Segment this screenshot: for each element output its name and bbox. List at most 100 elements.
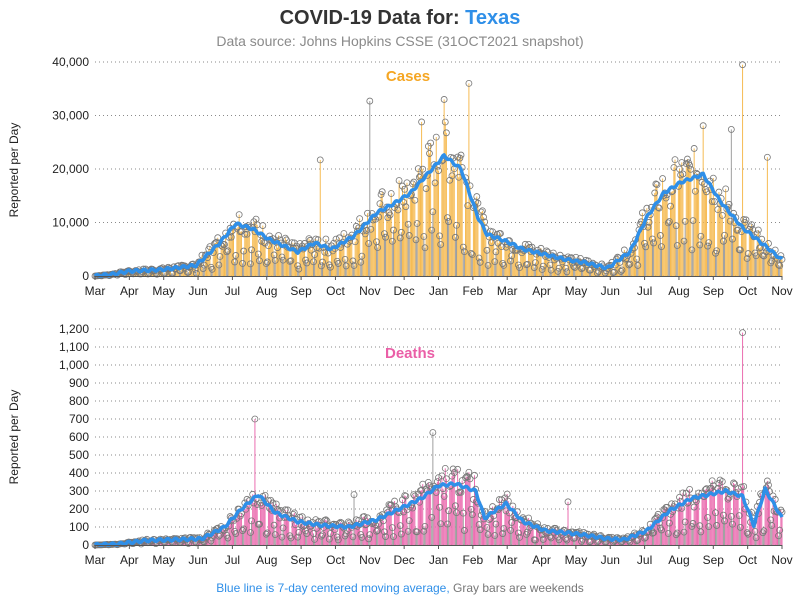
deaths-bar [287,509,289,545]
cases-bar [244,234,246,276]
deaths-bar [439,507,441,545]
cases-x-tick-label: Nov [771,284,792,298]
deaths-bar [279,518,281,545]
deaths-bar [260,502,262,545]
cases-bar [521,252,523,276]
cases-bar [677,186,679,276]
cases-marker [729,235,736,243]
cases-marker [484,261,492,269]
cases-marker [776,262,784,270]
cases-bar [496,234,498,276]
cases-bar [195,273,197,276]
cases-marker [429,208,437,216]
deaths-bar [486,527,488,545]
deaths-bar [762,532,764,545]
cases-bar [538,252,540,276]
deaths-bar [342,526,344,545]
deaths-bar [522,517,524,545]
cases-bar [762,255,764,276]
cases-bar [577,262,579,276]
cases-marker [270,251,278,259]
deaths-x-tick-label: Apr [532,553,551,567]
deaths-marker [491,532,499,539]
cases-marker [721,231,728,239]
cases-marker [651,189,659,197]
deaths-bar [363,516,365,545]
cases-bar [262,225,264,276]
deaths-marker [743,529,751,537]
deaths-x-tick-label: Nov [771,553,792,567]
cases-x-tick-label: Mar [497,284,518,298]
cases-marker [303,259,311,267]
deaths-bar [388,504,390,545]
cases-bar [510,260,512,276]
deaths-bar [703,496,705,545]
cases-bar [252,227,254,276]
deaths-bar [681,508,683,545]
deaths-bar [576,532,578,545]
deaths-bar [338,523,340,545]
deaths-bar [735,492,737,545]
cases-bar [558,268,560,276]
cases-bar [556,258,558,276]
cases-bar [497,243,499,276]
deaths-bar [739,527,741,545]
cases-bar [649,214,651,276]
deaths-bar [461,480,463,545]
deaths-bar [272,502,274,545]
cases-x-tick-label: Jan [429,284,448,298]
deaths-marker [444,520,451,528]
cases-marker [704,242,712,250]
cases-marker [342,262,350,270]
deaths-marker [385,501,393,509]
cases-marker [653,181,661,189]
cases-bar [203,265,205,276]
chart-subtitle: Data source: Johns Hopkins CSSE (31OCT20… [216,33,583,49]
deaths-marker [253,501,261,508]
deaths-bar [726,489,728,545]
cases-marker [317,262,325,270]
cases-bar [724,235,726,276]
cases-marker [734,226,742,234]
cases-bar [294,247,296,276]
deaths-bar [770,519,772,545]
cases-bar [768,243,769,276]
deaths-bar [466,476,468,545]
cases-bar [468,83,470,277]
cases-bar [160,268,162,276]
cases-bar [422,169,424,276]
deaths-bar [208,534,210,545]
deaths-marker [382,533,389,540]
cases-bar [376,241,378,276]
deaths-marker [400,508,407,516]
cases-bar [255,219,257,276]
cases-bar [265,263,267,276]
cases-bar [581,268,583,276]
deaths-marker [207,537,215,545]
cases-marker [381,230,388,238]
cases-bar [629,264,631,276]
cases-bar [644,243,646,276]
cases-bar [640,221,642,276]
deaths-marker [404,527,412,535]
deaths-bar [498,499,500,545]
deaths-bar [628,540,630,545]
deaths-marker [420,527,428,535]
cases-marker [686,161,694,169]
cases-bar [560,259,562,276]
cases-bar [401,186,403,276]
deaths-marker [366,531,374,539]
cases-marker [316,156,324,164]
cases-panel-label: Cases [386,68,430,85]
cases-bar [269,235,271,276]
cases-bar [452,158,454,276]
deaths-marker [357,531,365,538]
deaths-x-tick-label: Jun [601,553,620,567]
deaths-bar [764,491,766,545]
deaths-bar [343,528,345,545]
deaths-bar [551,529,553,545]
cases-x-tick-label: Oct [738,284,757,298]
cases-marker [278,253,286,261]
cases-bar [469,185,471,276]
cases-marker [382,233,389,241]
